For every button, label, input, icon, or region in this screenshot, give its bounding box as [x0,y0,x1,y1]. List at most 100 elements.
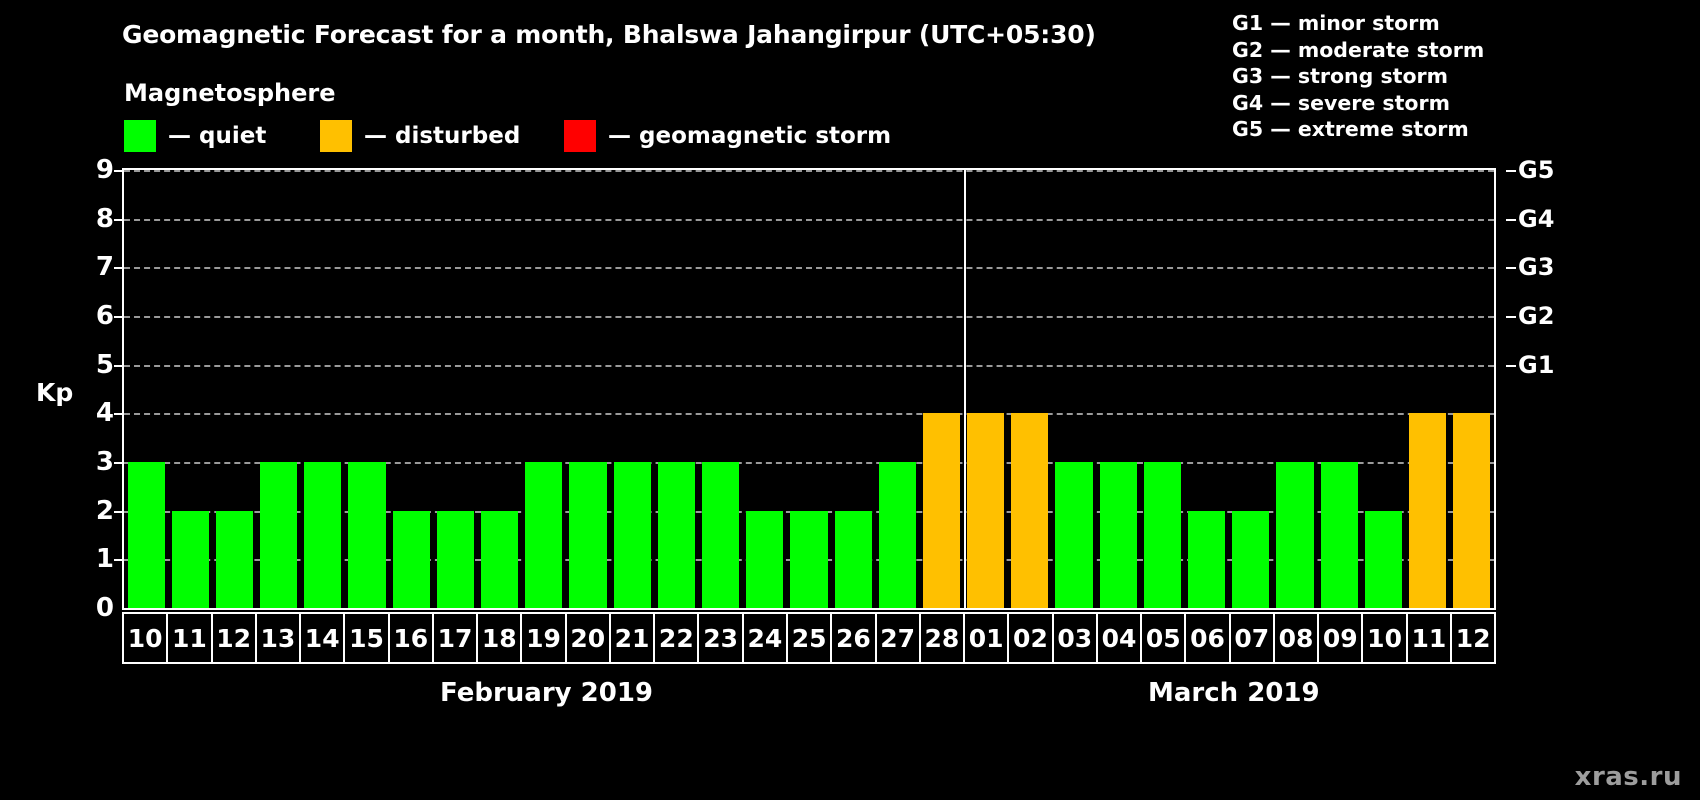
bar-slot [1096,170,1140,608]
bar-slot [919,170,963,608]
x-axis-day-label: 18 [478,614,523,662]
page-title: Geomagnetic Forecast for a month, Bhalsw… [122,20,1096,49]
bar-slot [654,170,698,608]
y-axis-tick-mark [114,510,124,513]
bar-slot [301,170,345,608]
x-axis-day-label: 26 [832,614,877,662]
x-axis-day-label: 07 [1231,614,1275,662]
bar-slot [875,170,919,608]
y-axis-tick-label: 8 [95,203,114,234]
watermark: xras.ru [1574,762,1682,792]
x-axis-day-label: 05 [1142,614,1187,662]
storm-scale-item-g4: G4 — severe storm [1232,90,1450,115]
bar-slot [831,170,875,608]
y-axis-tick-label: 1 [95,544,114,575]
storm-scale-tick-mark [1506,170,1516,172]
bar-slot [566,170,610,608]
legend-label-quiet: — quiet [168,123,267,149]
storm-scale-axis: G1 G2 G3 G4 G5 [1506,156,1576,610]
bar [1408,413,1447,608]
bar-slot [1317,170,1361,608]
bar-slot [1008,170,1052,608]
bar [746,510,784,608]
bar [171,510,209,608]
bar-slot [610,170,654,608]
legend-entry-disturbed: — disturbed [320,120,520,152]
bar [127,462,165,608]
x-axis-day-label: 06 [1186,614,1231,662]
bar-slot [1450,170,1494,608]
legend-label-disturbed: — disturbed [364,123,521,149]
x-axis-day-label: 14 [301,614,346,662]
storm-scale-item-g2: G2 — moderate storm [1232,37,1485,62]
y-axis-tick-mark [114,218,124,221]
bar-slot [478,170,522,608]
bar-slot [522,170,566,608]
bar-slot [345,170,389,608]
bar-slot [1273,170,1317,608]
plot-area [122,168,1496,610]
legend-swatch-disturbed-icon [320,120,352,152]
bar-slot [389,170,433,608]
y-axis-title: Kp [36,378,74,407]
bar-slot [168,170,212,608]
bar [1011,413,1049,608]
magnetosphere-heading: Magnetosphere [124,79,336,107]
x-axis-day-label: 17 [434,614,479,662]
bar [215,510,254,608]
bar [1364,510,1402,608]
y-axis-tick-mark [114,462,124,464]
legend-swatch-quiet-icon [124,120,156,152]
x-axis-day-label: 10 [124,614,169,662]
storm-scale-item-g1: G1 — minor storm [1232,11,1440,35]
bar-slot [257,170,301,608]
y-axis-tick-mark [114,364,124,367]
bar-slot [1052,170,1096,608]
month-divider [963,170,966,608]
storm-scale-tick-label: G3 [1518,253,1555,282]
bar-slot [433,170,477,608]
y-axis-tick-label: 3 [95,447,114,477]
y-axis-tick-label: 0 [95,593,114,623]
x-axis-day-label: 28 [921,614,966,662]
x-axis-day-label: 27 [877,614,921,662]
bar [1276,462,1314,608]
x-axis-day-label: 01 [965,614,1010,662]
x-axis-day-label: 16 [390,614,434,662]
storm-scale-tick-label: G4 [1518,204,1555,233]
bar [348,462,386,608]
storm-scale-tick-mark [1506,364,1516,367]
storm-scale-item-g3: G3 — strong storm [1232,64,1449,88]
bar [657,462,695,608]
bar [613,462,651,608]
y-axis-tick-mark [114,413,124,416]
storm-scale-tick-label: G5 [1518,156,1555,184]
legend-entry-quiet: — quiet [124,120,266,152]
y-axis-tick-mark [114,559,124,562]
storm-scale-tick-mark [1506,316,1516,318]
y-axis-tick-label: 5 [95,349,114,380]
bar [922,413,961,608]
month-label-march: March 2019 [1148,678,1320,708]
x-axis-day-label: 19 [522,614,567,662]
bar-slot [212,170,256,608]
bar [260,462,298,608]
x-axis-day-label: 11 [168,614,213,662]
bar-slot [1405,170,1449,608]
month-label-february: February 2019 [440,678,654,708]
y-axis-tick-label: 9 [95,155,114,185]
x-axis-day-label: 13 [257,614,302,662]
y-axis-tick-mark [114,316,124,318]
bar-slot [1361,170,1405,608]
bar [967,413,1005,608]
bar [1232,510,1270,608]
bar [1188,510,1226,608]
x-axis-day-label: 15 [345,614,390,662]
bar-slot [124,170,168,608]
bar [392,510,430,608]
x-axis-day-label: 25 [788,614,833,662]
x-axis-day-label: 23 [699,614,744,662]
bar [481,510,519,608]
x-axis-day-label: 12 [1455,623,1491,653]
bar [1055,462,1093,608]
